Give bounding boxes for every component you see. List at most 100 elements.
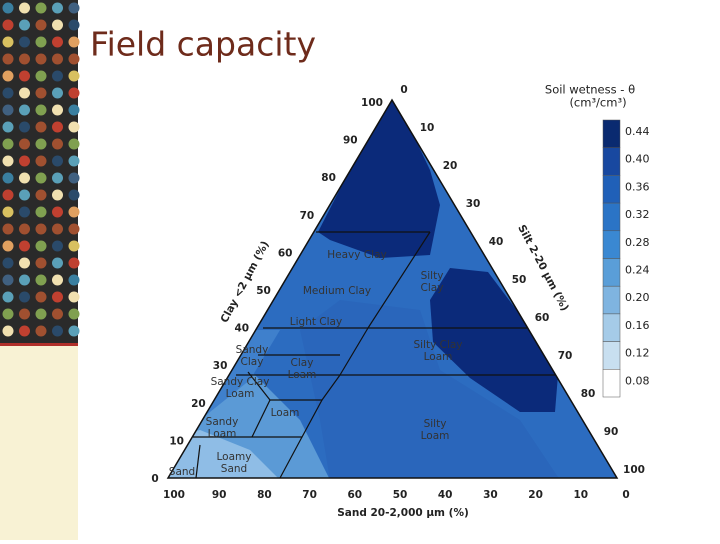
silt-tick-label: 30 (466, 198, 481, 210)
class-label: Sandy Clay (211, 376, 270, 388)
class-label: Loam (271, 407, 300, 419)
silt-tick-label: 20 (443, 160, 458, 172)
decor-dot (35, 138, 47, 150)
decor-dot (52, 53, 63, 65)
legend-tick-label: 0.32 (625, 208, 650, 221)
decor-dots (2, 2, 80, 337)
class-label: Heavy Clay (327, 249, 386, 261)
decor-dot (35, 308, 47, 320)
legend-swatch (602, 341, 621, 370)
decor-dot (68, 19, 80, 31)
class-label: Loamy (217, 451, 252, 463)
decor-dot (2, 36, 14, 48)
decor-dot (19, 308, 30, 320)
decor-dot (19, 19, 30, 31)
decor-dot (19, 325, 30, 337)
legend-tick-label: 0.44 (625, 125, 650, 138)
decor-dot (19, 257, 30, 269)
decor-dot (2, 308, 14, 320)
decor-dot (19, 36, 30, 48)
decor-dot (19, 172, 30, 184)
decor-dot (68, 104, 80, 116)
legend-swatch (602, 313, 621, 342)
sand-tick-label: 100 (163, 489, 185, 501)
clay-tick-label: 10 (169, 435, 184, 447)
decor-dot (2, 189, 14, 201)
silt-tick-label: 40 (489, 236, 504, 248)
decor-dot (2, 19, 14, 31)
decor-dot (2, 257, 14, 269)
silt-tick-label: 90 (604, 426, 619, 438)
decor-dot (19, 291, 30, 303)
sand-axis-title: Sand 20-2,000 μm (%) (337, 507, 469, 519)
silt-tick-label: 0 (400, 84, 407, 96)
sand-tick-label: 20 (528, 489, 543, 501)
class-label: Loam (226, 388, 255, 400)
sand-tick-label: 90 (212, 489, 227, 501)
decor-dot (68, 36, 80, 48)
decor-dot (19, 274, 30, 286)
decor-dot (68, 2, 80, 14)
sand-tick-label: 30 (483, 489, 498, 501)
decor-dot (35, 172, 47, 184)
silt-axis-title: Silt 2-20 μm (%) (515, 223, 571, 313)
decor-dot (52, 240, 63, 252)
decor-dot (35, 104, 47, 116)
class-label: Clay (291, 357, 314, 369)
class-label: Sand (169, 466, 195, 478)
clay-tick-label: 80 (321, 172, 336, 184)
clay-tick-label: 20 (191, 398, 206, 410)
legend-swatch (602, 369, 621, 398)
clay-tick-label: 100 (361, 97, 383, 109)
silt-tick-label: 70 (558, 350, 573, 362)
legend-tick-label: 0.08 (625, 374, 650, 387)
clay-tick-label: 40 (234, 323, 249, 335)
decor-dot (68, 87, 80, 99)
decor-dot (52, 121, 63, 133)
decor-dot (2, 172, 14, 184)
decor-dot (2, 155, 14, 167)
decor-dot (19, 2, 30, 14)
sand-tick-label: 60 (347, 489, 362, 501)
decor-dot (35, 36, 47, 48)
legend-swatch (602, 285, 621, 315)
decor-dot (68, 138, 80, 150)
decor-dot (52, 87, 63, 99)
decor-dot (68, 308, 80, 320)
clay-tick-label: 30 (213, 360, 228, 372)
decor-dot (2, 206, 14, 218)
legend-tick-label: 0.16 (625, 319, 650, 332)
decor-dot (52, 308, 63, 320)
decor-dot (68, 70, 80, 82)
decor-dot (35, 325, 47, 337)
decor-dot (2, 2, 14, 14)
class-label: Light Clay (290, 316, 342, 328)
clay-tick-label: 60 (278, 247, 293, 259)
legend-unit: (cm³/cm³) (569, 96, 626, 110)
decor-dot (19, 138, 30, 150)
silt-tick-label: 80 (581, 388, 596, 400)
clay-tick-label: 0 (151, 473, 158, 485)
legend-tick-label: 0.20 (625, 291, 650, 304)
class-boundaries (193, 231, 555, 479)
decor-dot (35, 274, 47, 286)
decor-dot (68, 172, 80, 184)
decor-dot (68, 155, 80, 167)
decor-dot (52, 257, 63, 269)
decor-dot (19, 70, 30, 82)
decor-dot (2, 104, 14, 116)
class-label: Silty Clay (413, 339, 462, 351)
decor-dot (19, 189, 30, 201)
decor-dot (35, 70, 47, 82)
decor-dot (68, 291, 80, 303)
class-label: Loam (424, 351, 453, 363)
decor-dot (19, 223, 30, 235)
decor-dot (35, 291, 47, 303)
triangle-frame (166, 98, 619, 479)
legend-swatch (602, 147, 621, 176)
decor-dot (52, 223, 63, 235)
class-label: Sand (221, 463, 247, 475)
decor-dot (52, 2, 63, 14)
